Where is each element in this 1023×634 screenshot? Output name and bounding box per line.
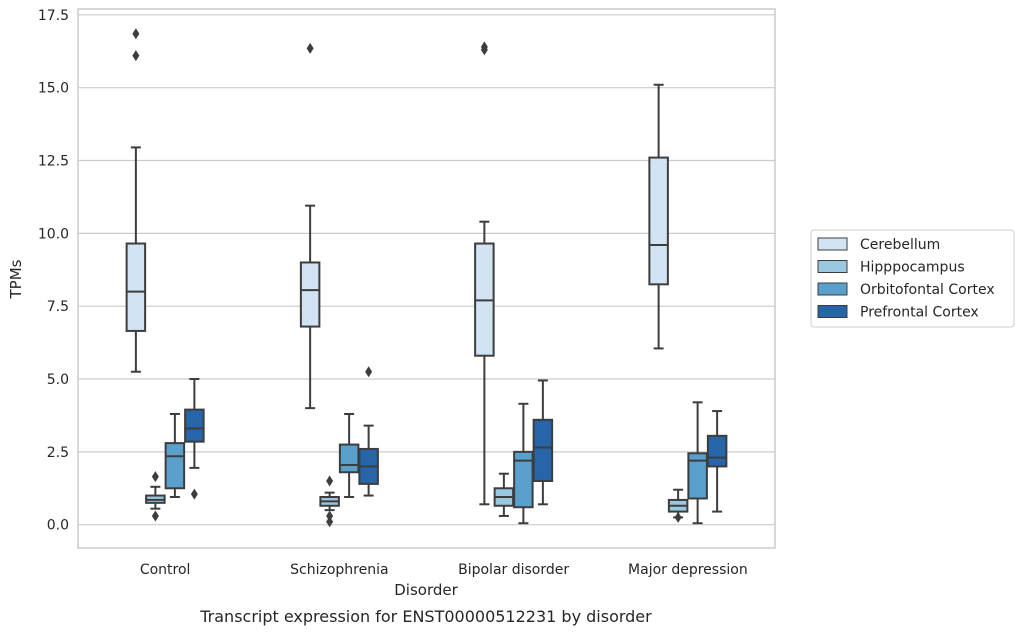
outlier-marker: [190, 488, 198, 500]
box-hipppocampus: [145, 471, 166, 522]
y-tick-label: 0.0: [47, 518, 69, 534]
x-tick-label: Schizophrenia: [290, 562, 388, 578]
box-prefrontal-cortex: [358, 366, 379, 497]
y-tick-label: 5.0: [47, 372, 69, 388]
y-axis-label: TPMs: [7, 259, 25, 299]
box-cerebellum: [474, 41, 495, 506]
box-prefrontal-cortex: [706, 410, 728, 513]
box-body: [125, 242, 147, 332]
legend-swatch: [817, 260, 848, 273]
box-prefrontal-cortex: [184, 378, 205, 500]
legend-label: Prefrontal Cortex: [860, 305, 979, 321]
legend: Cerebellum Hipppocampus Orbitofontal Corte…: [810, 229, 1015, 328]
x-tick-label: Bipolar disorder: [458, 562, 569, 578]
box-prefrontal-cortex: [532, 379, 554, 506]
legend-label: Cerebellum: [860, 237, 940, 253]
outlier-marker: [306, 42, 314, 54]
box-body: [184, 408, 205, 443]
box-cerebellum: [648, 83, 669, 350]
outlier-marker: [132, 28, 140, 40]
box-body: [706, 434, 728, 468]
box-cerebellum: [125, 28, 147, 373]
outlier-marker: [151, 471, 159, 483]
box-body: [648, 156, 669, 286]
legend-frame: [810, 229, 1015, 328]
outlier-marker: [132, 50, 140, 62]
box-body: [299, 261, 321, 328]
legend-label: Orbitofontal Cortex: [860, 282, 995, 298]
outlier-marker: [326, 516, 334, 528]
box-plots: [125, 28, 728, 528]
y-tick-label: 7.5: [47, 299, 69, 315]
y-tick-label: 10.0: [38, 226, 69, 242]
y-tick-label: 17.5: [38, 8, 69, 24]
x-tick-label: Control: [140, 562, 191, 578]
outlier-marker: [674, 511, 682, 523]
outlier-marker: [151, 510, 159, 522]
box-hipppocampus: [667, 488, 689, 523]
x-tick-labels: Control Schizophrenia Bipolar disorder Majo…: [140, 562, 748, 578]
box-orbitofontal-cortex: [687, 401, 708, 525]
y-tick-label: 2.5: [47, 445, 69, 461]
outlier-marker: [365, 366, 373, 378]
x-tick-label: Major depression: [628, 562, 748, 578]
box-cerebellum: [299, 42, 321, 410]
y-tick-label: 12.5: [38, 154, 69, 170]
y-tick-label: 15.0: [38, 81, 69, 97]
box-body: [687, 452, 708, 500]
outlier-marker: [326, 475, 334, 487]
figure-caption: Transcript expression for ENST0000051223…: [199, 607, 652, 626]
box-body: [164, 442, 186, 490]
legend-label: Hipppocampus: [860, 260, 965, 276]
legend-swatch: [817, 282, 848, 296]
y-tick-labels: 0.0 2.5 5.0 7.5 10.0 12.5 15.0 17.5: [38, 8, 69, 534]
box-body: [532, 418, 554, 482]
x-axis-label: Disorder: [394, 581, 458, 599]
box-orbitofontal-cortex: [338, 412, 360, 499]
outlier-marker: [480, 41, 488, 53]
legend-swatch: [817, 237, 848, 251]
plot-area: [77, 8, 776, 549]
outlier-marker: [326, 510, 334, 522]
box-orbitofontal-cortex: [164, 412, 186, 499]
legend-swatch: [817, 305, 848, 318]
box-orbitofontal-cortex: [513, 402, 534, 525]
box-hipppocampus: [493, 472, 515, 517]
box-hipppocampus: [319, 475, 340, 528]
box-body: [338, 443, 360, 474]
